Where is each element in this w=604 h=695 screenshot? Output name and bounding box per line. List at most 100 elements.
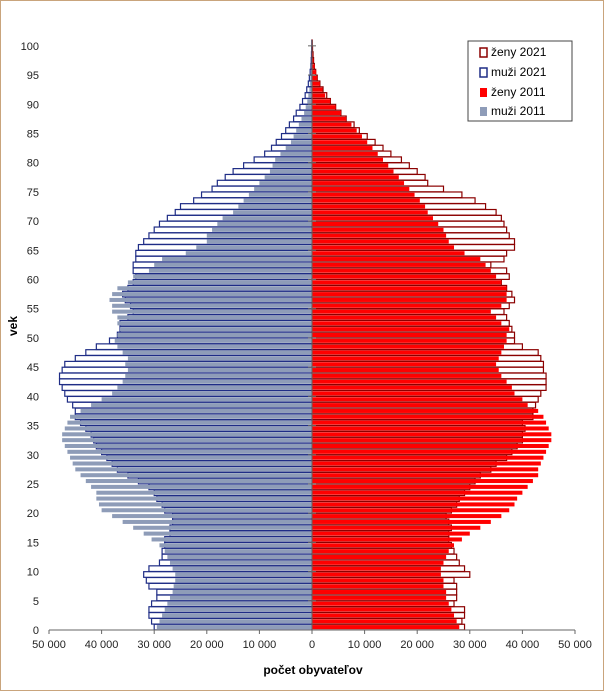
bar-zeny-2011-age-15 xyxy=(312,537,462,541)
bar-zeny-2011-age-59 xyxy=(312,280,501,284)
bar-muzi-2011-age-59 xyxy=(128,280,312,284)
bar-zeny-2011-age-19 xyxy=(312,514,501,518)
bar-muzi-2011-age-18 xyxy=(123,520,312,524)
bar-zeny-2011-age-4 xyxy=(312,602,449,606)
bar-muzi-2011-age-38 xyxy=(91,403,312,407)
bar-muzi-2011-age-24 xyxy=(91,485,312,489)
bar-muzi-2011-age-49 xyxy=(115,339,312,343)
legend-swatch-zeny-2011 xyxy=(480,88,487,97)
y-axis-label: vek xyxy=(6,316,20,336)
series-muzi-2011 xyxy=(62,41,312,629)
bar-zeny-2011-age-9 xyxy=(312,572,441,576)
bar-muzi-2011-age-64 xyxy=(186,251,312,255)
bar-muzi-2011-age-32 xyxy=(62,438,312,442)
bar-zeny-2011-age-31 xyxy=(312,444,549,448)
y-tick-label: 85 xyxy=(27,128,39,140)
bar-muzi-2011-age-86 xyxy=(299,123,312,127)
bar-zeny-2011-age-27 xyxy=(312,467,538,471)
legend-label-zeny-2021: ženy 2021 xyxy=(491,45,547,59)
bar-zeny-2011-age-30 xyxy=(312,450,546,454)
bar-zeny-2011-age-52 xyxy=(312,321,501,325)
x-tick-label: 30 000 xyxy=(137,639,171,651)
bar-muzi-2011-age-12 xyxy=(167,555,312,559)
x-tick-label: 20 000 xyxy=(400,639,434,651)
bar-muzi-2011-age-34 xyxy=(65,426,312,430)
bar-zeny-2011-age-13 xyxy=(312,549,449,553)
bar-muzi-2011-age-83 xyxy=(291,140,312,144)
bar-zeny-2011-age-39 xyxy=(312,397,522,401)
bar-zeny-2011-age-73 xyxy=(312,199,420,203)
bar-zeny-2011-age-75 xyxy=(312,187,409,191)
legend-label-zeny-2011: ženy 2011 xyxy=(491,85,546,99)
bar-muzi-2011-age-22 xyxy=(96,497,312,501)
bar-muzi-2011-age-47 xyxy=(123,351,312,355)
bar-zeny-2011-age-74 xyxy=(312,193,415,197)
bar-zeny-2011-age-90 xyxy=(312,99,330,103)
bar-zeny-2011-age-80 xyxy=(312,158,383,162)
bar-zeny-2011-age-12 xyxy=(312,555,446,559)
bar-zeny-2011-age-63 xyxy=(312,257,480,261)
bar-zeny-2011-age-0 xyxy=(312,625,459,629)
legend: ženy 2021 muži 2021 ženy 2011 muži 2011 xyxy=(468,41,572,121)
bar-muzi-2011-age-60 xyxy=(133,275,312,279)
bar-zeny-2011-age-22 xyxy=(312,497,517,501)
bar-muzi-2011-age-62 xyxy=(154,263,312,267)
y-tick-label: 100 xyxy=(21,41,39,53)
bar-zeny-2011-age-93 xyxy=(312,82,320,86)
bar-muzi-2011-age-29 xyxy=(70,456,312,460)
bar-muzi-2011-age-11 xyxy=(170,561,312,565)
bar-zeny-2011-age-44 xyxy=(312,368,499,372)
bar-muzi-2011-age-84 xyxy=(294,134,312,138)
bar-muzi-2011-age-1 xyxy=(159,619,312,623)
bar-muzi-2011-age-74 xyxy=(249,193,312,197)
bar-muzi-2011-age-78 xyxy=(270,169,312,173)
bar-zeny-2011-age-71 xyxy=(312,210,428,214)
bar-muzi-2011-age-69 xyxy=(217,222,312,226)
bar-zeny-2011-age-32 xyxy=(312,438,551,442)
bar-zeny-2011-age-84 xyxy=(312,134,362,138)
y-tick-label: 20 xyxy=(27,508,39,520)
legend-swatch-muzi-2011 xyxy=(480,107,487,116)
bar-zeny-2011-age-43 xyxy=(312,374,501,378)
bar-zeny-2011-age-58 xyxy=(312,286,507,290)
bar-zeny-2011-age-49 xyxy=(312,339,507,343)
bar-muzi-2011-age-68 xyxy=(212,228,312,232)
y-tick-label: 65 xyxy=(27,245,39,257)
bar-muzi-2011-age-9 xyxy=(175,572,312,576)
bar-zeny-2011-age-95 xyxy=(312,70,316,74)
y-tick-label: 60 xyxy=(27,275,39,287)
bar-zeny-2011-age-61 xyxy=(312,269,491,273)
bar-muzi-2011-age-39 xyxy=(102,397,312,401)
bar-muzi-2011-age-77 xyxy=(265,175,312,179)
bar-muzi-2011-age-21 xyxy=(99,502,312,506)
bar-muzi-2011-age-63 xyxy=(162,257,312,261)
bar-zeny-2011-age-36 xyxy=(312,415,543,419)
bar-zeny-2011-age-65 xyxy=(312,245,454,249)
bar-muzi-2011-age-31 xyxy=(65,444,312,448)
bar-zeny-2011-age-89 xyxy=(312,105,336,109)
bar-muzi-2011-age-13 xyxy=(165,549,312,553)
bar-zeny-2011-age-57 xyxy=(312,292,507,296)
y-tick-label: 40 xyxy=(27,391,39,403)
y-tick-label: 15 xyxy=(27,537,39,549)
bar-zeny-2011-age-2 xyxy=(312,613,454,617)
y-tick-label: 35 xyxy=(27,421,39,433)
bar-zeny-2011-age-5 xyxy=(312,596,446,600)
bar-zeny-2011-age-18 xyxy=(312,520,491,524)
bar-muzi-2011-age-0 xyxy=(157,625,312,629)
bar-zeny-2011-age-69 xyxy=(312,222,438,226)
bar-zeny-2011-age-14 xyxy=(312,543,454,547)
bar-muzi-2011-age-33 xyxy=(62,432,312,436)
bar-zeny-2011-age-55 xyxy=(312,304,501,308)
legend-swatch-muzi-2021 xyxy=(480,68,487,77)
bar-zeny-2011-age-91 xyxy=(312,93,325,97)
bar-muzi-2011-age-28 xyxy=(73,461,312,465)
y-tick-label: 50 xyxy=(27,333,39,345)
bar-muzi-2011-age-89 xyxy=(306,105,312,109)
bar-muzi-2011-age-3 xyxy=(165,608,312,612)
bar-zeny-2011-age-17 xyxy=(312,526,480,530)
bar-zeny-2011-age-60 xyxy=(312,275,496,279)
bar-muzi-2011-age-20 xyxy=(102,508,312,512)
bars-layer xyxy=(60,40,552,630)
